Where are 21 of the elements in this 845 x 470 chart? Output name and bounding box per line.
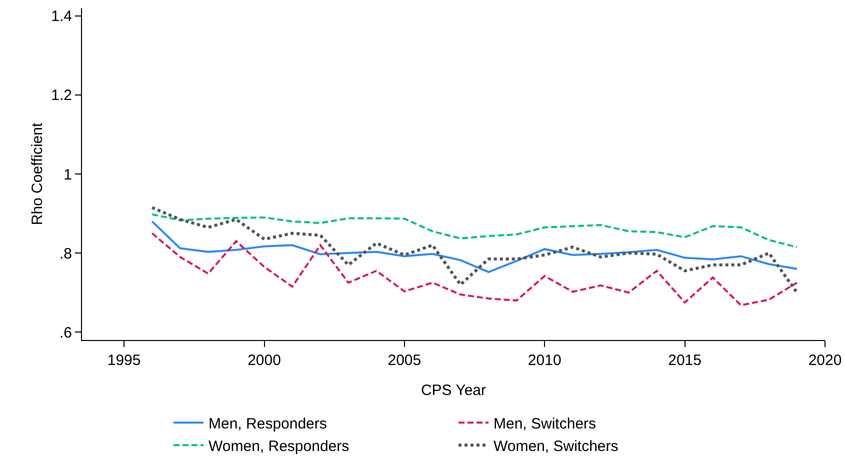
x-tick-label: 1995 <box>107 352 141 369</box>
y-tick-label: 1.4 <box>51 8 72 26</box>
y-tick-label: 1 <box>64 166 72 184</box>
line-series <box>151 213 798 248</box>
legend-label: Women, Responders <box>208 438 350 455</box>
y-tick-label: 1.2 <box>51 87 72 104</box>
y-tick-label: .6 <box>59 324 72 342</box>
y-tick-label: .8 <box>59 245 72 262</box>
line-series <box>151 232 798 306</box>
x-tick-label: 2020 <box>808 352 842 369</box>
x-tick-label: 2005 <box>388 352 422 369</box>
line-series <box>150 206 798 294</box>
x-tick-label: 2000 <box>248 352 281 369</box>
legend-label: Men, Switchers <box>494 416 596 432</box>
legend-label: Men, Responders <box>208 416 327 432</box>
line-series <box>151 220 798 274</box>
x-tick-label: 2015 <box>668 352 702 369</box>
x-tick-label: 2010 <box>528 352 562 369</box>
y-axis-title: Rho Coefficient <box>29 122 46 226</box>
x-axis-title: CPS Year <box>420 382 486 399</box>
legend-label: Women, Switchers <box>494 438 618 455</box>
